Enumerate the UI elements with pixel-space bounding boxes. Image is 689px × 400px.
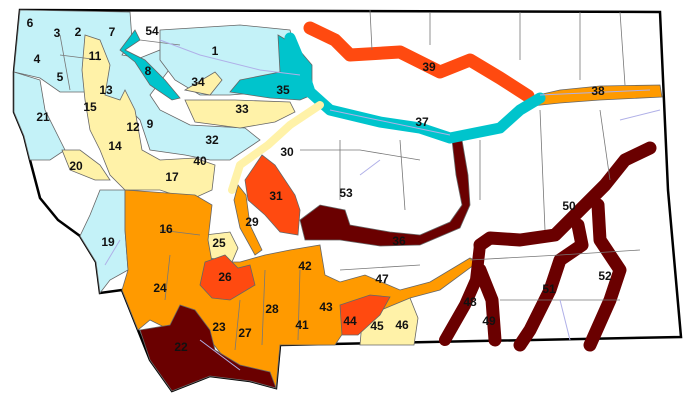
region-label-35: 35 <box>276 83 290 97</box>
region-labels: 1234567891112131415161719202122232425262… <box>27 16 612 354</box>
region-label-36: 36 <box>392 234 406 248</box>
region-label-17: 17 <box>165 170 179 184</box>
region-label-16: 16 <box>159 222 173 236</box>
region-label-1: 1 <box>212 44 219 58</box>
region-label-6: 6 <box>27 16 34 30</box>
region-label-49: 49 <box>482 314 496 328</box>
region-label-39: 39 <box>422 60 436 74</box>
region-label-23: 23 <box>212 320 226 334</box>
region-label-37: 37 <box>415 115 429 129</box>
region-label-47: 47 <box>375 272 389 286</box>
region-label-2: 2 <box>75 25 82 39</box>
region-label-53: 53 <box>339 186 353 200</box>
region-label-9: 9 <box>147 117 154 131</box>
region-label-42: 42 <box>298 259 312 273</box>
region-label-31: 31 <box>269 189 283 203</box>
region-label-20: 20 <box>69 159 83 173</box>
region-label-40: 40 <box>193 154 207 168</box>
region-label-46: 46 <box>395 318 409 332</box>
region-label-32: 32 <box>205 133 219 147</box>
region-label-7: 7 <box>109 25 116 39</box>
rivers <box>104 39 661 371</box>
region-label-41: 41 <box>295 318 309 332</box>
region-label-8: 8 <box>145 64 152 78</box>
region-label-54: 54 <box>145 24 159 38</box>
region-label-15: 15 <box>83 100 97 114</box>
region-label-25: 25 <box>212 236 226 250</box>
region-label-21: 21 <box>36 110 50 124</box>
county-borders <box>59 9 641 351</box>
region-label-45: 45 <box>370 319 384 333</box>
region-label-50: 50 <box>562 199 576 213</box>
region-label-3: 3 <box>54 26 61 40</box>
region-label-5: 5 <box>57 70 64 84</box>
region-label-44: 44 <box>343 314 357 328</box>
region-label-14: 14 <box>108 139 122 153</box>
region-label-38: 38 <box>591 84 605 98</box>
region-label-30: 30 <box>280 145 294 159</box>
region-label-52: 52 <box>598 269 612 283</box>
region-label-27: 27 <box>238 326 252 340</box>
region-label-29: 29 <box>245 215 259 229</box>
region-label-11: 11 <box>89 49 102 63</box>
region-label-22: 22 <box>174 340 188 354</box>
region-label-43: 43 <box>319 300 333 314</box>
region-label-51: 51 <box>542 282 556 296</box>
region-label-12: 12 <box>126 120 140 134</box>
region-label-48: 48 <box>463 295 477 309</box>
region-label-19: 19 <box>101 235 115 249</box>
region-label-26: 26 <box>218 270 232 284</box>
region-label-13: 13 <box>99 83 113 97</box>
region-label-34: 34 <box>191 75 205 89</box>
region-label-28: 28 <box>265 302 279 316</box>
region-label-33: 33 <box>235 102 249 116</box>
region-label-24: 24 <box>153 281 167 295</box>
region-label-4: 4 <box>34 52 41 66</box>
